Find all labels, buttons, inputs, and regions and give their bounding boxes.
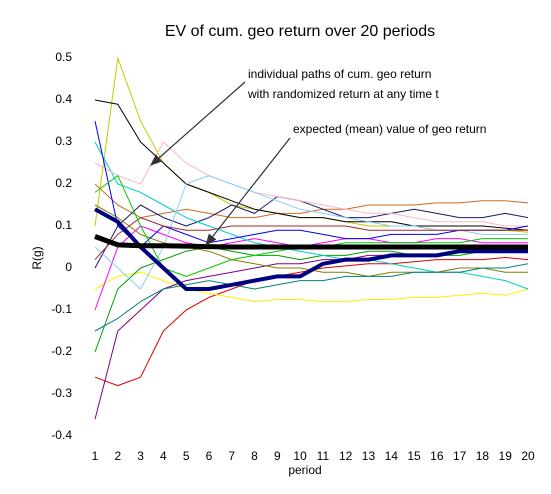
annotation: individual paths of cum. geo return [248,67,431,81]
x-tick-label: 4 [160,449,167,463]
y-tick-label: 0.3 [55,134,72,148]
x-tick-label: 13 [362,449,376,463]
x-tick-label: 20 [521,449,535,463]
x-tick-label: 14 [385,449,399,463]
x-tick-label: 1 [92,449,99,463]
x-tick-label: 18 [476,449,490,463]
x-tick-label: 15 [407,449,421,463]
series-line [94,246,529,353]
y-tick-label: 0.5 [55,50,72,64]
series-line [94,196,529,269]
y-tick-label: 0.1 [55,218,72,232]
x-tick-label: 10 [293,449,307,463]
y-tick-label: 0.2 [55,176,72,190]
annotation: with randomized return at any time t [247,87,439,101]
x-tick-label: 11 [317,449,330,463]
y-tick-label: -0.4 [51,428,72,442]
annotation: expected (mean) value of geo return [293,122,486,136]
x-tick-label: 17 [453,449,467,463]
x-tick-label: 2 [114,449,121,463]
y-tick-label: 0.4 [55,92,72,106]
y-tick-label: -0.1 [51,302,72,316]
annotation-arrow [205,137,291,246]
chart-title: EV of cum. geo return over 20 periods [165,23,435,40]
series-line [94,263,529,332]
y-axis-label: R(g) [30,246,44,269]
x-tick-label: 6 [206,449,213,463]
x-tick-label: 16 [430,449,444,463]
y-tick-label: 0 [65,260,72,274]
series-line [94,217,528,260]
series-line [94,271,529,303]
series-line [94,234,528,250]
x-tick-label: 19 [499,449,513,463]
series-line [94,99,529,231]
series-line [94,141,528,227]
x-tick-label: 8 [251,449,258,463]
y-tick-label: -0.3 [51,386,72,400]
x-tick-label: 3 [137,449,144,463]
y-tick-label: -0.2 [51,344,72,358]
x-tick-label: 9 [274,449,281,463]
x-tick-label: 7 [228,449,235,463]
plot-area [94,57,529,420]
series-line [94,207,528,291]
x-tick-label: 12 [339,449,353,463]
series-line [94,120,529,248]
x-axis-label: period [288,463,321,477]
annotation-arrow [150,81,246,166]
x-tick-label: 5 [183,449,190,463]
